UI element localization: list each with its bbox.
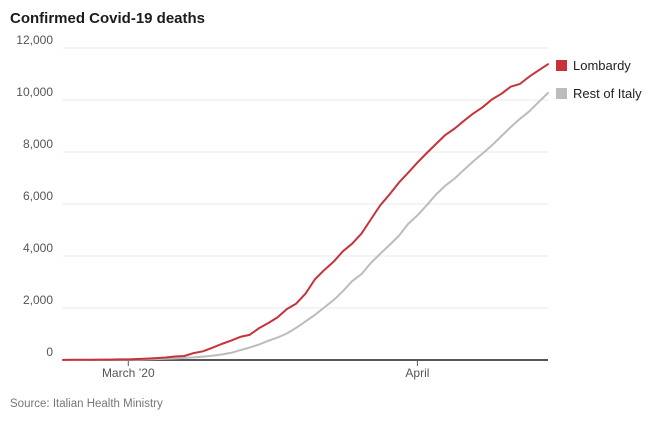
y-axis-label: 2,000 [23, 293, 53, 307]
y-axis-label: 4,000 [23, 241, 53, 255]
source-attribution: Source: Italian Health Ministry [10, 398, 163, 410]
legend-item-rest-of-italy: Rest of Italy [556, 86, 642, 101]
series-line-rest-of-italy [62, 92, 549, 361]
chart-title: Confirmed Covid-19 deaths [10, 10, 206, 27]
series-line-lombardy [62, 63, 549, 361]
rest-of-italy-swatch-icon [556, 88, 567, 99]
y-axis-label: 12,000 [16, 33, 53, 47]
y-axis-label: 8,000 [23, 137, 53, 151]
legend-label-rest-of-italy: Rest of Italy [573, 86, 642, 101]
x-axis-label: March ’20 [102, 366, 155, 380]
legend-item-lombardy: Lombardy [556, 58, 642, 73]
lombardy-swatch-icon [556, 60, 567, 71]
legend-label-lombardy: Lombardy [573, 58, 631, 73]
legend: Lombardy Rest of Italy [556, 58, 642, 101]
x-axis-label: April [405, 366, 429, 380]
y-axis-label: 0 [46, 345, 53, 359]
y-axis-label: 10,000 [16, 85, 53, 99]
y-axis-label: 6,000 [23, 189, 53, 203]
